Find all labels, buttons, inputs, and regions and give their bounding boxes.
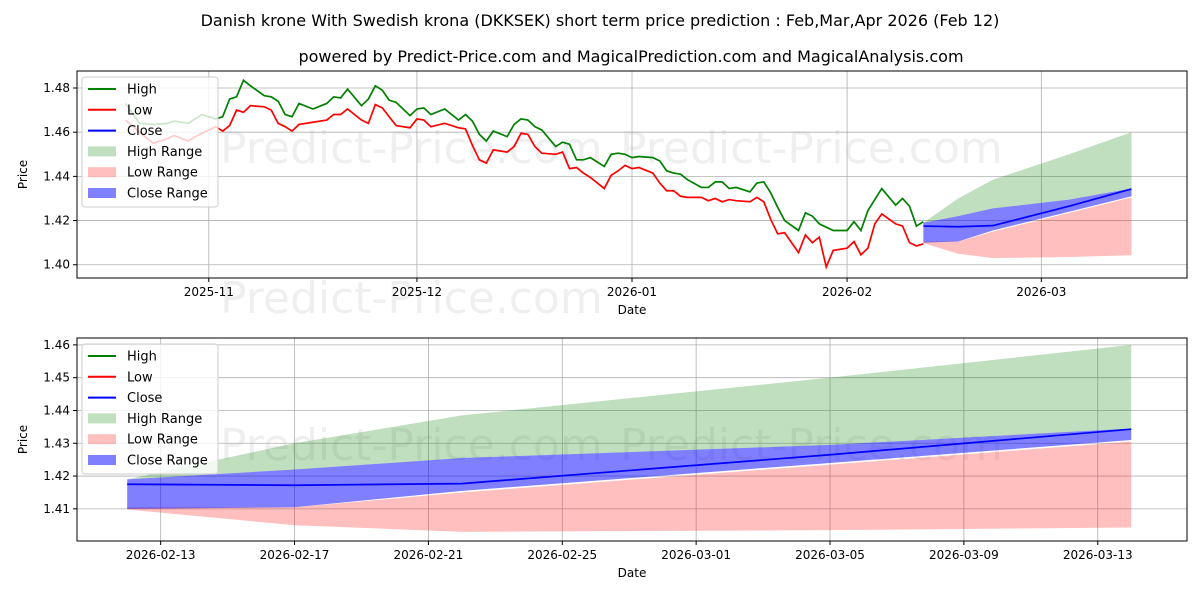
y-tick-label: 1.40 <box>43 258 70 272</box>
y-tick-label: 1.48 <box>43 81 70 95</box>
watermark: Predict-Price.com <box>220 123 603 174</box>
legend-swatch-close-range <box>88 188 116 198</box>
y-axis-label: Price <box>16 425 30 454</box>
legend-label-close: Close <box>127 391 162 406</box>
top-chart: Predict-Price.com Predict-Price.com Predic… <box>16 70 1188 324</box>
y-tick-label: 1.42 <box>43 214 70 228</box>
low-range-area <box>923 197 1132 259</box>
legend-swatch-low-range <box>88 434 116 445</box>
y-tick-label: 1.46 <box>43 338 70 352</box>
chart-subtitle: powered by Predict-Price.com and Magical… <box>298 47 963 66</box>
close-forecast-line <box>923 188 1132 228</box>
x-tick-label: 2026-02 <box>822 285 872 299</box>
bottom-chart: Predict-Price.com Predict-Price.com2026-0… <box>16 337 1188 580</box>
legend-label-low-range: Low Range <box>127 433 198 448</box>
y-tick-label: 1.44 <box>43 403 70 417</box>
axes-frame <box>76 70 1188 279</box>
low-range-area <box>127 441 1132 532</box>
legend: High Low Close High Range Low Range Close Ran… <box>81 343 219 475</box>
x-tick-label: 2026-03-13 <box>1063 548 1133 562</box>
y-tick-label: 1.44 <box>43 169 70 183</box>
x-tick-label: 2025-11 <box>184 285 234 299</box>
high-line <box>124 78 924 233</box>
legend-label-close-range: Close Range <box>127 187 208 202</box>
legend-label-high-range: High Range <box>127 412 202 427</box>
legend-label-high: High <box>127 83 157 98</box>
x-tick-label: 2025-12 <box>392 285 442 299</box>
high-range-area <box>923 132 1132 223</box>
legend-label-low-range: Low Range <box>127 166 198 181</box>
legend-label-close-range: Close Range <box>127 454 208 469</box>
y-axis-label: Price <box>16 160 30 189</box>
legend-swatch-high-range <box>88 413 116 424</box>
y-tick-label: 1.45 <box>43 371 70 385</box>
y-tick-label: 1.42 <box>43 469 70 483</box>
legend-label-close: Close <box>127 124 162 139</box>
close-forecast-line <box>127 428 1132 487</box>
x-tick-label: 2026-03-09 <box>929 548 999 562</box>
axes-frame <box>76 337 1188 542</box>
high-range-area <box>127 344 1132 480</box>
x-tick-label: 2026-03-05 <box>795 548 865 562</box>
y-tick-label: 1.41 <box>43 502 70 516</box>
legend-label-low: Low <box>127 103 153 118</box>
x-tick-label: 2026-02-13 <box>126 548 196 562</box>
legend-swatch-close-range <box>88 455 116 465</box>
plot-area <box>124 78 1132 270</box>
x-axis-label: Date <box>618 303 647 317</box>
legend-label-high: High <box>127 350 157 365</box>
legend-label-high-range: High Range <box>127 145 202 160</box>
legend-swatch-low-range <box>88 167 116 178</box>
chart-title: Danish krone With Swedish krona (DKKSEK)… <box>201 11 1000 30</box>
x-axis-label: Date <box>618 566 647 580</box>
x-tick-label: 2026-03-01 <box>661 548 731 562</box>
low-line <box>125 103 924 270</box>
x-tick-label: 2026-03 <box>1016 285 1066 299</box>
x-tick-label: 2026-02-17 <box>260 548 330 562</box>
x-tick-label: 2026-01 <box>607 285 657 299</box>
y-tick-label: 1.46 <box>43 125 70 139</box>
x-tick-label: 2026-02-21 <box>394 548 464 562</box>
close-range-area <box>923 188 1132 243</box>
legend: High Low Close High Range Low Range Close Ran… <box>81 76 219 208</box>
x-tick-label: 2026-02-25 <box>527 548 597 562</box>
legend-swatch-high-range <box>88 146 116 157</box>
plot-area <box>127 344 1132 532</box>
legend-label-low: Low <box>127 370 153 385</box>
watermark: Predict-Price.com <box>220 273 603 324</box>
y-tick-label: 1.43 <box>43 436 70 450</box>
close-range-area <box>127 428 1132 509</box>
watermark: Predict-Price.com <box>620 123 1003 174</box>
